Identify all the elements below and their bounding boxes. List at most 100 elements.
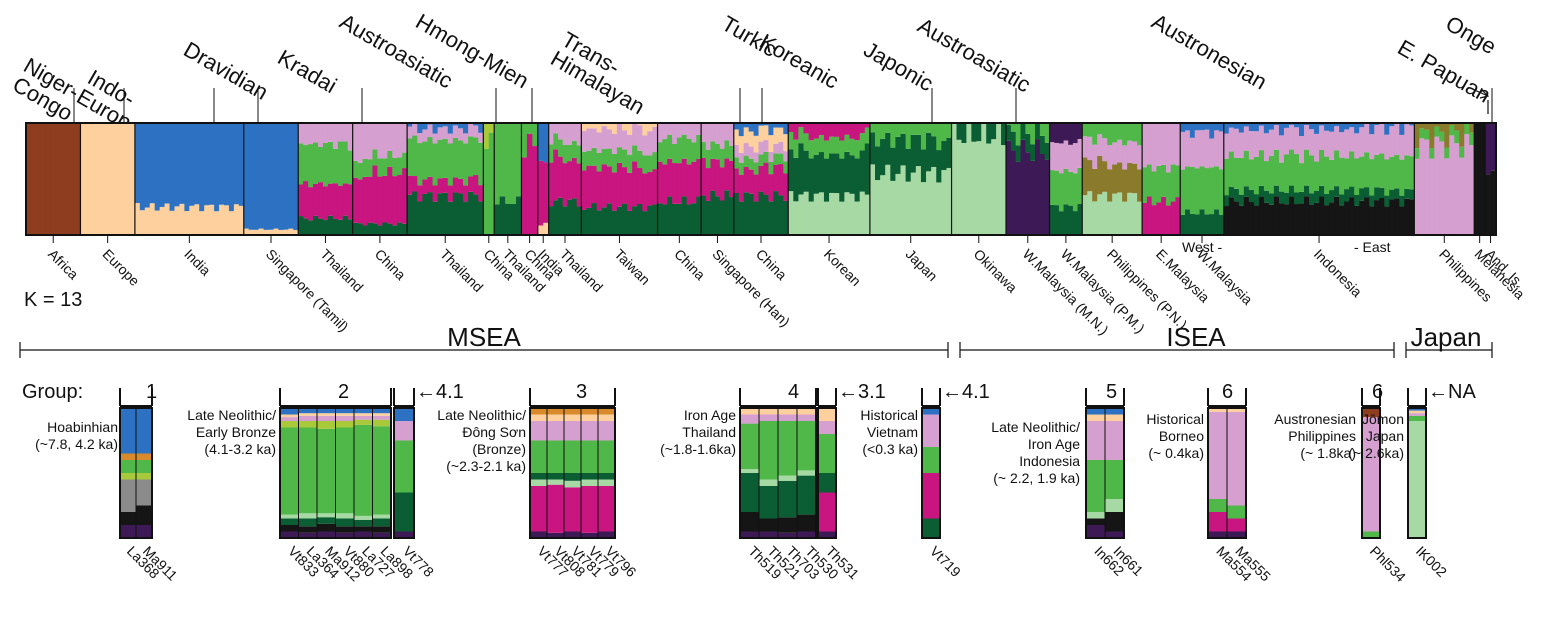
bar-segment-green (926, 123, 932, 133)
bar-segment-lilac (1165, 123, 1172, 173)
sample-segment-peach (372, 413, 391, 416)
bar-segment-peach (273, 228, 280, 235)
bar-segment-black (1268, 204, 1275, 235)
bar-segment-darkgreen (874, 146, 881, 181)
sample-segment-green (280, 427, 299, 515)
bar-segment-magenta (452, 177, 459, 193)
bar-segment-green (553, 133, 559, 150)
sample-segment-lilac (1227, 411, 1246, 506)
sample-segment-black (740, 512, 759, 532)
bar-segment-lilac (303, 123, 309, 146)
bar-segment-lilac (1156, 123, 1162, 166)
bar-segment-blue (1309, 123, 1315, 130)
bar-segment-blue (733, 123, 740, 130)
west-label: West - (1182, 239, 1223, 255)
sample-segment-mint (335, 513, 354, 519)
bar-segment-magenta (854, 123, 861, 141)
bar-segment-lilac (773, 143, 779, 154)
bar-segment-lilac (1449, 135, 1455, 235)
sample-segment-darkgreen (598, 473, 615, 480)
bar-segment-lilac (1194, 130, 1201, 169)
bar-segment-darkgreen (829, 153, 835, 193)
bar-segment-lilac (1293, 127, 1300, 155)
bar-segment-green (1339, 157, 1345, 195)
bar-segment-blue (758, 123, 765, 126)
bar-segment-green (1072, 173, 1079, 212)
bar-segment-green (803, 133, 810, 151)
bar-segment-darkgreen (788, 149, 794, 192)
bar-segment-green (567, 144, 573, 162)
sample-segment-lime (335, 421, 354, 428)
group-number-label: ←NA (1428, 381, 1476, 403)
bar-segment-green (516, 123, 523, 197)
bar-segment-green (823, 140, 830, 159)
bar-segment-lilac (672, 123, 678, 145)
bar-segment-darkgreen (1228, 186, 1235, 198)
bar-segment-darkgreen (581, 209, 588, 235)
bar-segment-darkgreen (715, 196, 721, 235)
bar-segment-magenta (591, 165, 598, 204)
bar-segment-peach (253, 229, 260, 235)
bar-segment-lilac (1209, 138, 1215, 168)
bar-segment-lilac (407, 126, 413, 139)
bar-segment-lilac (1077, 138, 1083, 168)
bar-segment-darkgreen (793, 157, 800, 202)
bar-segment-magenta (647, 171, 654, 206)
bar-segment-green (705, 149, 712, 169)
bar-segment-mint (1102, 191, 1108, 235)
bar-segment-green (1039, 123, 1046, 136)
sample-segment-lilac (317, 415, 336, 421)
bar-segment-blue (1389, 123, 1395, 127)
bar-segment-magenta (738, 174, 745, 202)
bar-segment-darkgreen (1319, 185, 1325, 197)
population-label: Taiwan (611, 246, 653, 288)
bar-segment-darkgreen (705, 200, 712, 235)
sample-segment-magenta (818, 492, 836, 532)
bar-segment-lilac (437, 127, 444, 140)
bar-segment-green (1334, 150, 1340, 187)
bar-segment-lilac (1354, 133, 1360, 159)
bar-segment-lilac (1097, 134, 1103, 156)
sample-segment-purple (120, 525, 136, 538)
bar-segment-blue (1299, 123, 1305, 136)
bar-segment-peach (591, 123, 598, 129)
bar-segment-green (1379, 153, 1385, 188)
bar-segment-olive (1082, 157, 1088, 196)
bar-segment-mint (931, 166, 937, 235)
bar-segment-magenta (357, 179, 364, 224)
bar-segment-magenta (372, 165, 379, 224)
bar-segment-green (839, 140, 845, 159)
bar-segment-magenta (313, 184, 319, 216)
bar-segment-lilac (427, 124, 434, 138)
bar-segment-purple (1072, 123, 1079, 144)
bar-segment-peach (278, 229, 284, 235)
sample-segment-mint (1105, 499, 1124, 512)
bar-segment-lilac (442, 126, 449, 139)
bar-segment-green (869, 123, 876, 133)
sample-segment-magenta (1227, 518, 1246, 532)
bar-segment-green (1324, 156, 1330, 194)
bar-segment-green (931, 123, 937, 137)
bar-segment-olive (1424, 123, 1430, 130)
bar-segment-lilac (719, 123, 726, 149)
bar-segment-green (808, 140, 815, 159)
bar-segment-darkgreen (499, 196, 506, 235)
bar-segment-green (905, 123, 912, 149)
bar-segment-black (1329, 202, 1335, 235)
bar-segment-lilac (1434, 136, 1440, 235)
bar-segment-darkgreen (473, 194, 479, 235)
bar-segment-lilac (332, 123, 339, 149)
bar-segment-magenta (473, 175, 479, 195)
bar-segment-magenta (407, 175, 413, 195)
bar-segment-lilac (758, 141, 765, 155)
bar-segment-purple (1485, 123, 1492, 175)
bar-segment-darkgreen (1349, 186, 1355, 198)
bar-segment-olive (1092, 168, 1098, 202)
bar-segment-mint (869, 164, 876, 235)
bar-segment-lilac (558, 123, 564, 140)
bar-segment-peach (169, 210, 176, 235)
sample-segment-peach (1408, 410, 1426, 414)
population-label: Europe (100, 246, 143, 289)
bar-segment-darkgreen (1077, 203, 1083, 235)
bar-segment-peach (601, 123, 608, 127)
